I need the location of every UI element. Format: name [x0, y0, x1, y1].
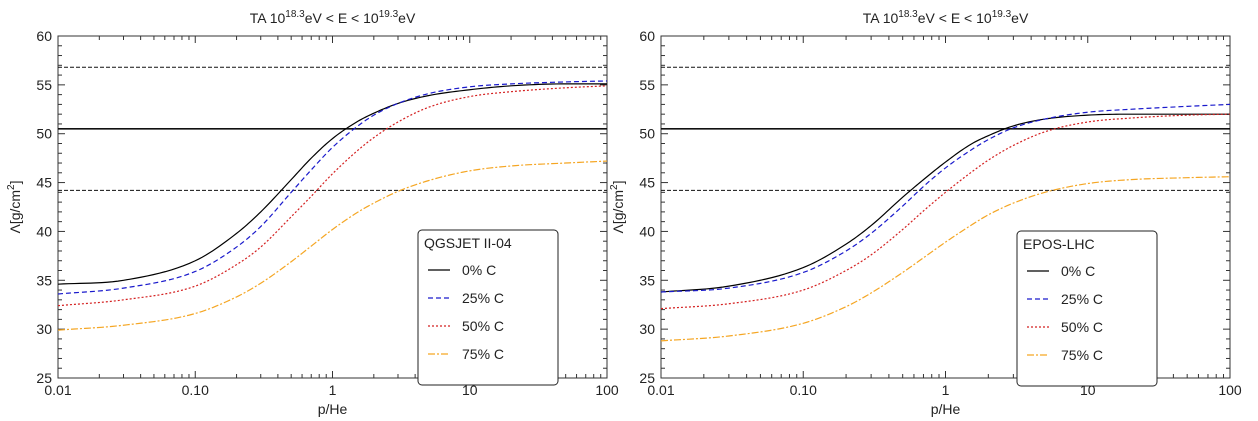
legend-title: QGSJET II-04: [424, 235, 512, 251]
legend-label: 75% C: [462, 346, 504, 362]
y-tick-label: 25: [639, 370, 655, 386]
y-tick-label: 40: [639, 223, 655, 239]
title-text: eV: [1011, 10, 1029, 26]
y-tick-label: 55: [36, 77, 52, 93]
y-tick-label: 60: [639, 28, 655, 44]
series-line-3: [57, 160, 608, 331]
title-text: 10: [883, 10, 899, 26]
legend-label: 0% C: [462, 262, 496, 278]
x-tick-label: 100: [595, 382, 619, 398]
y-tick-label: 45: [639, 175, 655, 191]
y-axis-label-end: ]: [7, 180, 23, 184]
title-text: TA: [863, 10, 883, 26]
series-line-0: [57, 83, 607, 285]
y-tick-label: 50: [36, 126, 52, 142]
x-tick-label: 100: [1218, 382, 1242, 398]
x-axis-label: p/He: [318, 401, 348, 417]
series-line-2: [660, 113, 1231, 310]
title-exponent: 18.3: [285, 9, 305, 20]
title-text: TA: [250, 10, 270, 26]
x-tick-label: 0.01: [44, 382, 71, 398]
x-tick-label: 10: [462, 382, 478, 398]
legend-box: [1016, 230, 1158, 387]
y-tick-label: 55: [639, 77, 655, 93]
x-axis-label: p/He: [931, 401, 961, 417]
y-axis-label: Λ[g/cm2]: [6, 180, 23, 233]
legend-label: 50% C: [1061, 319, 1103, 335]
title-text: eV < E < 10: [305, 10, 379, 26]
legend-label: 25% C: [1061, 291, 1103, 307]
series-line-1: [57, 80, 608, 295]
legend: EPOS-LHC 0% C 25% C 50% C 75% C: [1016, 230, 1158, 387]
title-text: eV: [398, 10, 416, 26]
legend-label: 50% C: [462, 318, 504, 334]
y-axis-label-end: ]: [610, 180, 626, 184]
y-axis-label-main: Λ[g/cm: [610, 190, 626, 234]
y-tick-label: 35: [639, 272, 655, 288]
y-axis-label-exponent: 2: [609, 184, 620, 190]
y-tick-label: 45: [36, 175, 52, 191]
series-line-1: [660, 103, 1231, 293]
x-tick-label: 1: [329, 382, 337, 398]
x-tick-label: 1: [942, 382, 950, 398]
title-exponent: 18.3: [898, 9, 918, 20]
y-tick-label: 30: [36, 321, 52, 337]
legend-label: 25% C: [462, 290, 504, 306]
legend-label: 0% C: [1061, 263, 1095, 279]
y-tick-label: 25: [36, 370, 52, 386]
y-tick-label: 60: [36, 28, 52, 44]
y-axis-label-main: Λ[g/cm: [7, 190, 23, 234]
chart-panel-epos: 0.01 0.10 1 10 100 25 30 35 40 45 50 55 60 TA 1018.3e…: [609, 9, 1242, 417]
legend-box: [417, 229, 559, 386]
chart-title: TA 1018.3eV < E < 1019.3eV: [863, 9, 1029, 26]
series-line-3: [660, 176, 1231, 342]
series-line-2: [57, 85, 608, 307]
title-text: 10: [270, 10, 286, 26]
title-exponent: 19.3: [992, 9, 1012, 20]
legend-title: EPOS-LHC: [1023, 236, 1095, 252]
y-tick-label: 50: [639, 126, 655, 142]
y-tick-label: 30: [639, 321, 655, 337]
x-tick-label: 0.10: [790, 382, 817, 398]
y-tick-label: 40: [36, 223, 52, 239]
legend: QGSJET II-04 0% C 25% C 50% C 75% C: [417, 229, 559, 386]
legend-label: 75% C: [1061, 347, 1103, 363]
x-tick-label: 0.01: [647, 382, 674, 398]
chart-title: TA 1018.3eV < E < 1019.3eV: [250, 9, 416, 26]
y-tick-label: 35: [36, 272, 52, 288]
y-axis-label-exponent: 2: [6, 184, 17, 190]
series-line-0: [660, 113, 1230, 293]
title-exponent: 19.3: [379, 9, 399, 20]
title-text: eV < E < 10: [918, 10, 992, 26]
x-tick-label: 0.10: [182, 382, 209, 398]
y-axis-label: Λ[g/cm2]: [609, 180, 626, 233]
